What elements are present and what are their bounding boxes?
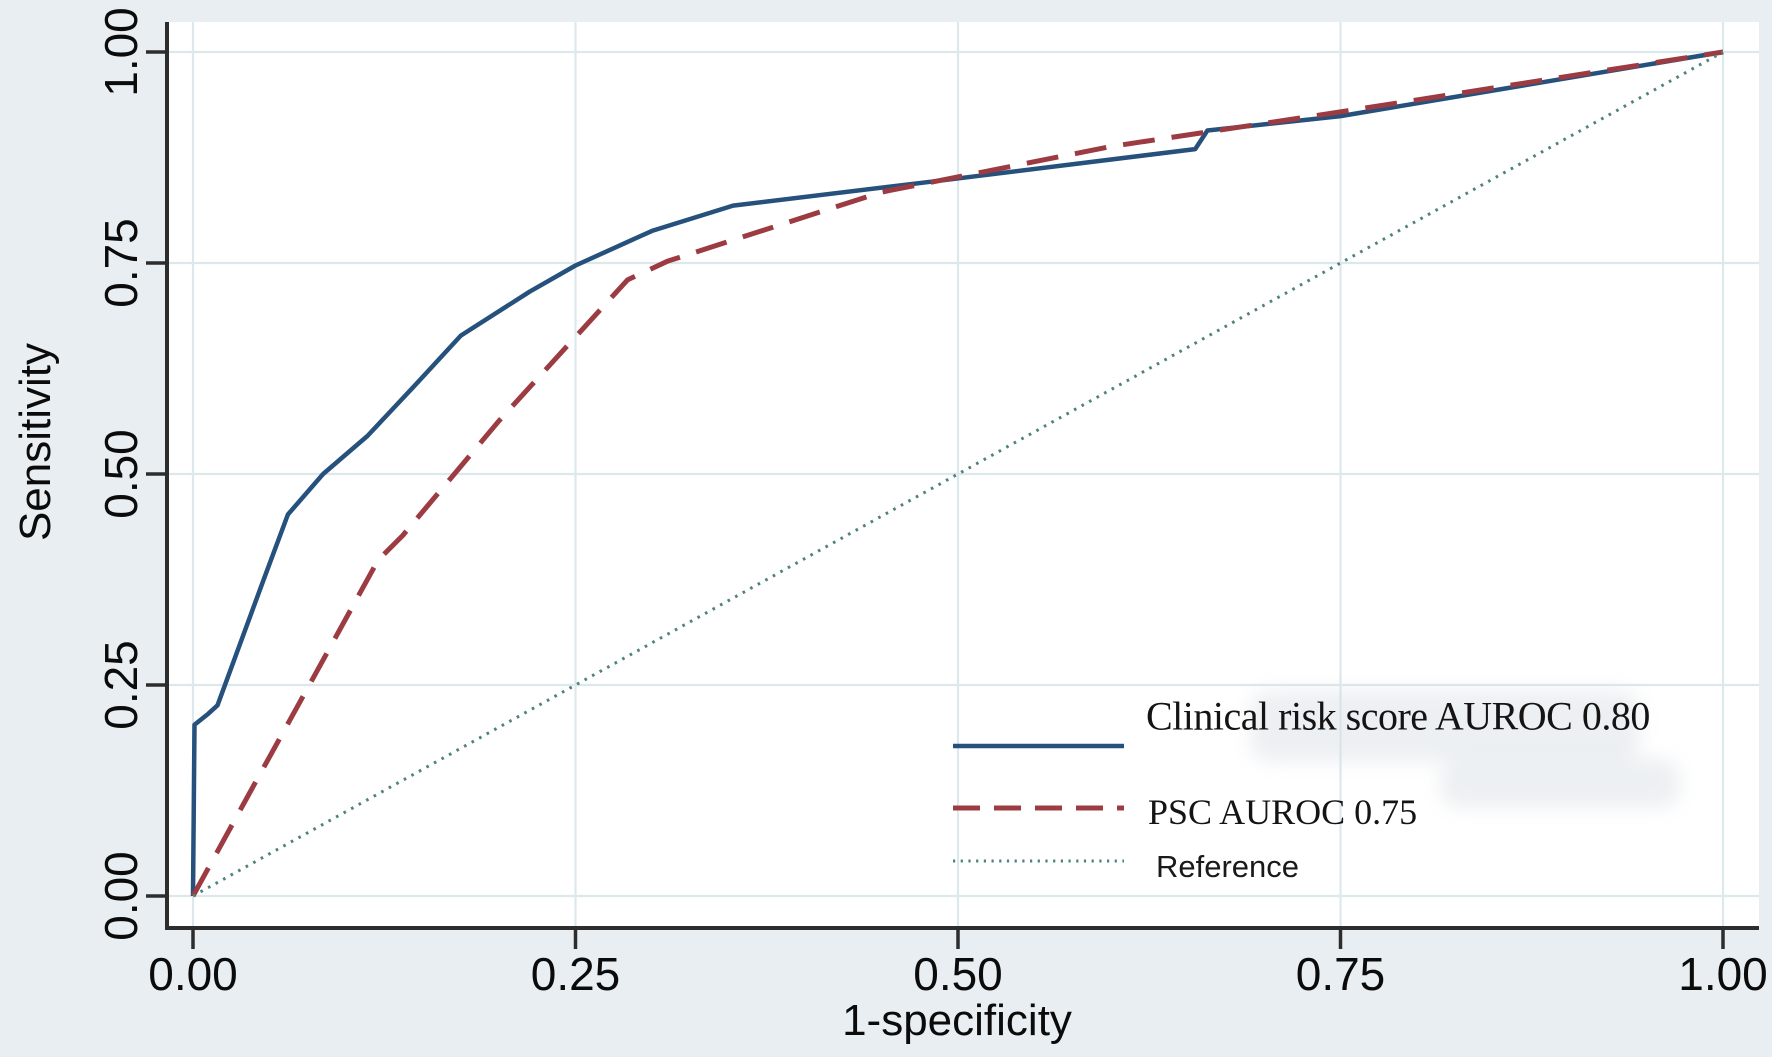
x-tick-label: 1.00 <box>1678 948 1768 1000</box>
series-line-clinical-risk-score <box>190 49 1724 897</box>
y-tick-label: 0.75 <box>95 218 147 308</box>
legend-label-psc: PSC AUROC 0.75 <box>1148 792 1418 832</box>
y-tick-label: 0.50 <box>95 429 147 519</box>
series-line-psc <box>190 49 1724 898</box>
x-tick-label: 0.25 <box>530 948 621 1000</box>
legend-label-clinical-risk-score: Clinical risk score AUROC 0.80 <box>1146 693 1650 739</box>
y-axis-title: Sensitivity <box>11 342 60 542</box>
y-tick-label: 0.00 <box>95 851 147 941</box>
y-tick-label: 1.00 <box>95 7 147 97</box>
y-tick-label: 0.25 <box>95 640 147 730</box>
x-tick-label: 0.00 <box>148 948 238 1000</box>
x-tick-label: 0.75 <box>1295 948 1386 1000</box>
x-tick-label: 0.50 <box>913 948 1003 1000</box>
x-axis-title: 1-specificity <box>842 996 1072 1045</box>
legend-label-reference: Reference <box>1156 849 1300 884</box>
